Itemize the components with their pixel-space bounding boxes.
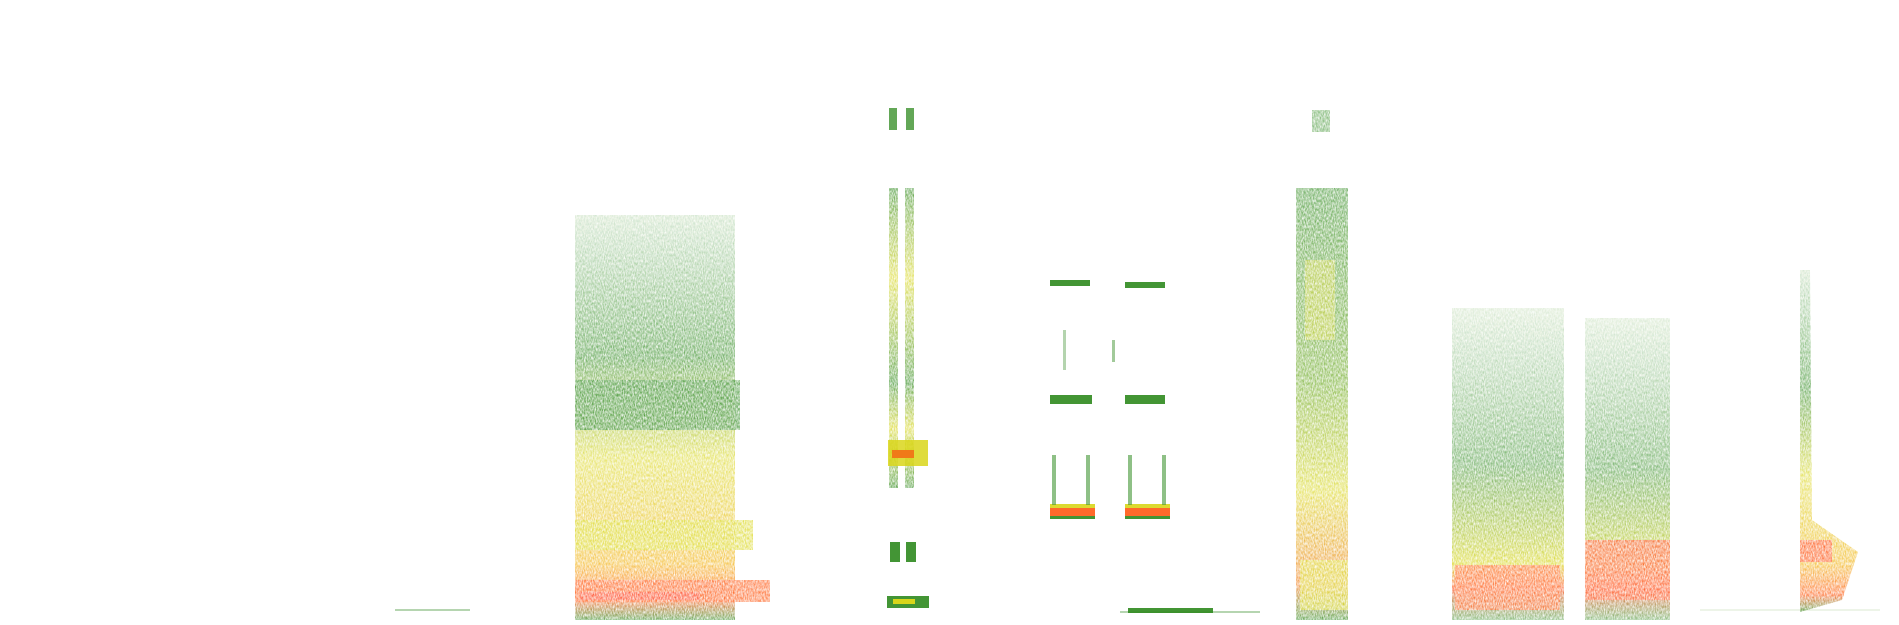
sound-burst-2: [887, 108, 929, 608]
sound-burst-4: [1296, 110, 1348, 620]
sound-burst-5: [1452, 308, 1670, 620]
sound-burst-1: [575, 215, 770, 620]
sound-burst-3: [1050, 280, 1213, 613]
sound-burst-6: [1800, 270, 1858, 612]
